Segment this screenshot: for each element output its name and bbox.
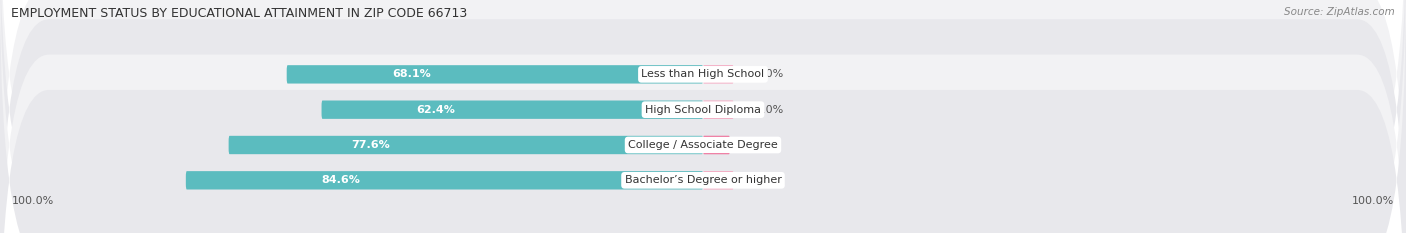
Text: 100.0%: 100.0% <box>1351 196 1393 206</box>
Text: 4.4%: 4.4% <box>751 140 780 150</box>
Text: 84.6%: 84.6% <box>322 175 360 185</box>
FancyBboxPatch shape <box>186 171 703 189</box>
FancyBboxPatch shape <box>703 65 734 84</box>
FancyBboxPatch shape <box>229 136 703 154</box>
FancyBboxPatch shape <box>322 100 703 119</box>
Text: 0.0%: 0.0% <box>755 105 783 115</box>
FancyBboxPatch shape <box>703 100 734 119</box>
FancyBboxPatch shape <box>703 136 730 154</box>
FancyBboxPatch shape <box>703 171 734 189</box>
Text: 62.4%: 62.4% <box>416 105 456 115</box>
Text: Less than High School: Less than High School <box>641 69 765 79</box>
Text: Source: ZipAtlas.com: Source: ZipAtlas.com <box>1284 7 1395 17</box>
Text: High School Diploma: High School Diploma <box>645 105 761 115</box>
Text: 68.1%: 68.1% <box>392 69 432 79</box>
Text: 100.0%: 100.0% <box>13 196 55 206</box>
Legend: In Labor Force, Unemployed: In Labor Force, Unemployed <box>592 230 814 233</box>
Text: 0.0%: 0.0% <box>755 69 783 79</box>
Text: College / Associate Degree: College / Associate Degree <box>628 140 778 150</box>
Text: 0.0%: 0.0% <box>755 175 783 185</box>
Text: EMPLOYMENT STATUS BY EDUCATIONAL ATTAINMENT IN ZIP CODE 66713: EMPLOYMENT STATUS BY EDUCATIONAL ATTAINM… <box>11 7 468 20</box>
Text: 77.6%: 77.6% <box>352 140 391 150</box>
Text: Bachelor’s Degree or higher: Bachelor’s Degree or higher <box>624 175 782 185</box>
FancyBboxPatch shape <box>287 65 703 84</box>
